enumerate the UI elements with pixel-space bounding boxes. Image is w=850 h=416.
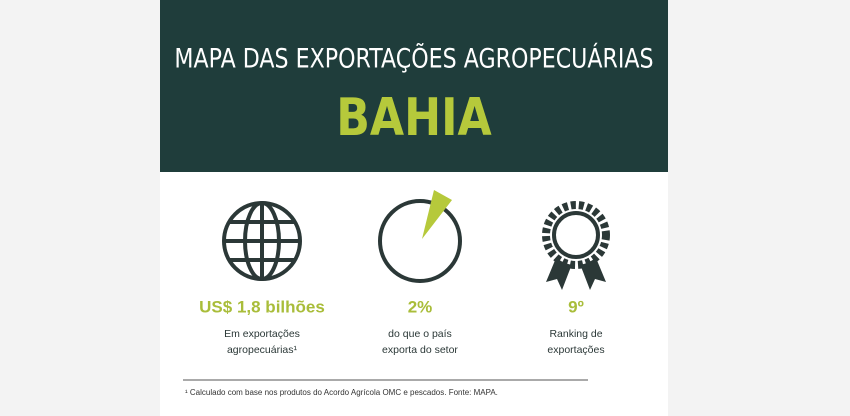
stat-description: Em exportações — [224, 328, 300, 340]
stat-description: exporta do setor — [382, 344, 458, 356]
stat-description: Ranking de — [549, 328, 602, 340]
title: MAPA DAS EXPORTAÇÕES AGROPECUÁRIAS — [174, 41, 653, 74]
stat-description: agropecuárias¹ — [227, 344, 298, 356]
subtitle: BAHIA — [336, 88, 492, 148]
stat-value: 9º — [568, 297, 584, 316]
stat-description: exportações — [547, 344, 604, 356]
footnote: ¹ Calculado com base nos produtos do Aco… — [185, 388, 498, 397]
medal-icon — [542, 201, 610, 290]
globe-icon — [222, 201, 302, 281]
stat-value: US$ 1,8 bilhões — [199, 297, 325, 316]
stat-value: 2% — [408, 297, 433, 316]
header-band — [160, 0, 668, 172]
share-icon — [378, 190, 462, 283]
stat-description: do que o país — [388, 328, 452, 340]
